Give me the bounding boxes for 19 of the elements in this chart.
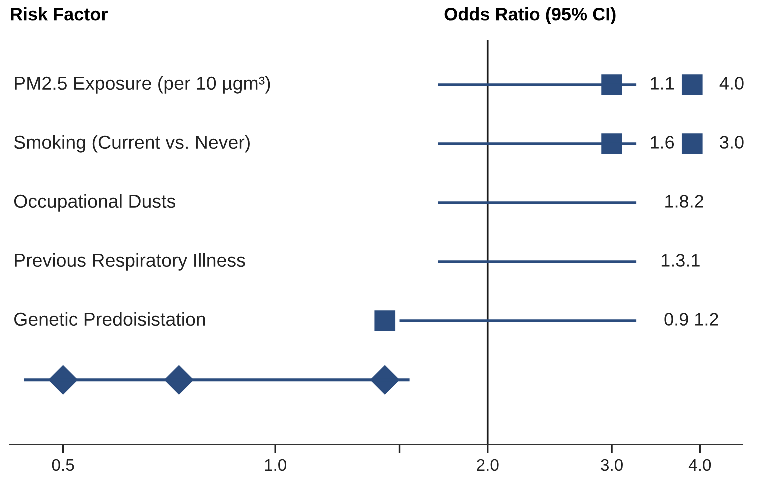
annotation: 1.1 — [651, 77, 674, 90]
x-tick-label: 0.5 — [52, 459, 74, 472]
annotation: 4.0 — [720, 77, 744, 90]
annotation: 3.0 — [720, 136, 744, 149]
annotation: 0.9 1.2 — [664, 313, 718, 326]
x-tick-label: 1.0 — [265, 459, 287, 472]
y-tick-label: Smoking (Current vs. Never) — [14, 135, 250, 153]
y-axis-title: Risk Factor — [11, 8, 108, 21]
y-tick-label: Previous Respiratory Illness — [15, 253, 246, 271]
y-tick-label: Genetic Predoisistation — [14, 312, 206, 326]
y-tick-label: Occupational Dusts — [14, 194, 176, 212]
y-tick-label: PM2.5 Exposure (per 10 µgm³) — [15, 76, 270, 94]
annotation: 1.6 — [651, 136, 674, 149]
chart-title: Odds Ratio (95% CI) — [444, 8, 616, 24]
annotation: 1.3.1 — [662, 254, 700, 267]
annotation: 1.8.2 — [666, 195, 704, 208]
x-tick-label: 2.0 — [477, 459, 499, 472]
x-tick-label: 4.0 — [688, 459, 712, 472]
x-tick-label: 3.0 — [601, 459, 623, 472]
